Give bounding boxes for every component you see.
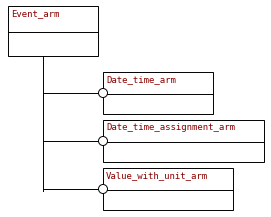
Ellipse shape [98,89,108,97]
Ellipse shape [98,136,108,146]
Text: Event_arm: Event_arm [11,9,59,18]
Bar [103,168,233,210]
Text: Date_time_arm: Date_time_arm [106,75,176,84]
Ellipse shape [98,184,108,194]
Text: Date_time_assignment_arm: Date_time_assignment_arm [106,123,235,132]
Bar [103,120,264,162]
Text: Value_with_unit_arm: Value_with_unit_arm [106,171,208,180]
Bar [103,72,213,114]
Bar [8,6,98,56]
